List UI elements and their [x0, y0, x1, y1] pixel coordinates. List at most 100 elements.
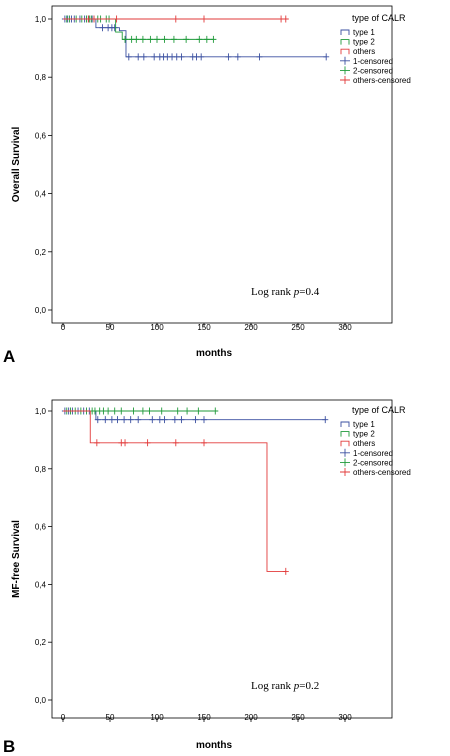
legend-title: type of CALR — [352, 405, 406, 415]
x-tick-label: 0 — [61, 323, 66, 332]
censor-mark-type-1 — [201, 416, 207, 424]
x-axis-label: months — [196, 348, 233, 359]
censor-mark-type-2 — [203, 35, 210, 43]
legend-step-icon — [340, 431, 350, 437]
legend-censor-icon — [340, 76, 350, 84]
x-tick-label: 150 — [197, 323, 211, 332]
x-tick-label: 200 — [244, 713, 258, 722]
panel-b: 0,0 0,2 0,4 0,6 0,8 1,0 0 50 100 150 200 250 300 mont… — [3, 399, 411, 756]
panel-a: 0,0 0,2 0,4 0,6 0,8 1,0 0 50 100 150 200 250 300 mont… — [3, 5, 411, 366]
censor-mark-type-1 — [121, 416, 128, 424]
censor-mark-type-1 — [178, 416, 185, 424]
x-tick-label: 50 — [106, 713, 115, 722]
censor-mark-type-2 — [170, 35, 177, 43]
legend-item: others-censored — [353, 76, 411, 85]
censor-mark-type-2 — [184, 407, 191, 415]
censor-mark-type-1 — [140, 53, 147, 61]
x-tick-label: 100 — [150, 713, 164, 722]
y-tick-label: 1,0 — [35, 407, 47, 416]
censor-mark-type-1 — [256, 53, 263, 61]
log-rank-annotation: Log rank p=0.2 — [251, 680, 319, 692]
censor-mark-type-2 — [130, 407, 137, 415]
survival-curve-type-1 — [63, 18, 327, 58]
censor-mark-type-1 — [102, 416, 109, 424]
legend-censor-icon — [340, 56, 350, 65]
censor-mark-type-2 — [183, 35, 190, 43]
y-tick-label: 0,2 — [35, 638, 47, 647]
censor-mark-type-1 — [125, 53, 132, 61]
y-tick-label: 0,6 — [35, 523, 47, 532]
censor-mark-others — [282, 15, 289, 23]
censor-mark-type-1 — [198, 53, 205, 61]
log-rank-prefix: Log rank — [251, 680, 294, 692]
legend-censor-icon — [340, 458, 350, 467]
legend-title: type of CALR — [352, 13, 406, 23]
censor-mark-others — [93, 439, 100, 447]
panel-label: A — [3, 347, 15, 366]
censor-mark-type-1 — [171, 416, 178, 424]
legend-censor-icon — [340, 448, 350, 457]
log-rank-p: p — [293, 286, 300, 298]
censor-mark-type-1 — [135, 53, 142, 61]
legend-item: type 2 — [353, 430, 375, 439]
x-tick-label: 0 — [61, 713, 66, 722]
censor-mark-others — [91, 15, 98, 23]
plot-frame — [51, 399, 393, 719]
x-tick-label: 50 — [106, 323, 115, 332]
plot-frame — [51, 5, 393, 324]
censor-mark-type-2 — [147, 35, 154, 43]
legend-item: type 1 — [353, 28, 375, 37]
censor-mark-type-2 — [139, 35, 146, 43]
log-rank-value: =0.2 — [299, 680, 319, 692]
censor-mark-type-1 — [99, 24, 106, 32]
censor-mark-type-2 — [133, 35, 140, 43]
censor-mark-type-2 — [195, 407, 202, 415]
y-tick-label: 0,6 — [35, 131, 47, 140]
y-tick-label: 0,0 — [35, 306, 47, 315]
panel-label: B — [3, 737, 15, 756]
legend-step-icon — [340, 440, 350, 447]
censor-mark-type-1 — [323, 53, 330, 61]
legend-step-icon — [340, 48, 350, 55]
censor-mark-type-1 — [192, 416, 199, 424]
censor-mark-type-1 — [149, 416, 156, 424]
censor-mark-type-2 — [158, 407, 165, 415]
censor-mark-type-2 — [122, 35, 129, 43]
y-tick-label: 0,8 — [35, 73, 47, 82]
censor-mark-type-1 — [111, 24, 118, 32]
x-axis-label: months — [196, 740, 233, 751]
censor-mark-others — [201, 15, 207, 23]
legend-item: type 1 — [353, 420, 375, 429]
y-axis-label: MF-free Survival — [11, 520, 22, 598]
y-axis-label: Overall Survival — [11, 126, 22, 202]
legend-step-icon — [340, 39, 350, 45]
y-tick-label: 0,4 — [35, 580, 47, 589]
legend-item: others-censored — [353, 468, 411, 477]
censor-mark-type-1 — [161, 416, 168, 424]
legend-censor-icon — [340, 468, 350, 476]
x-tick-label: 100 — [150, 323, 164, 332]
legend-step-icon — [340, 421, 350, 427]
censor-mark-type-1 — [114, 416, 121, 424]
censor-mark-others — [172, 439, 179, 447]
censor-mark-type-2 — [196, 35, 203, 43]
censor-mark-type-1 — [127, 416, 134, 424]
censor-mark-type-1 — [322, 416, 329, 424]
x-tick-label: 300 — [338, 713, 352, 722]
legend-item: type 2 — [353, 38, 375, 47]
censor-mark-type-2 — [154, 35, 160, 43]
censor-mark-type-1 — [151, 53, 158, 61]
censor-mark-others — [85, 15, 92, 23]
y-tick-label: 0,4 — [35, 190, 47, 199]
legend-item: 2-censored — [353, 458, 393, 467]
censor-mark-type-1 — [178, 53, 185, 61]
censor-mark-type-2 — [146, 407, 153, 415]
censor-mark-type-2 — [118, 407, 125, 415]
legend-item: others — [353, 439, 375, 448]
censor-mark-type-1 — [225, 53, 232, 61]
legend-item: 1-censored — [353, 449, 393, 458]
censor-mark-type-2 — [105, 407, 112, 415]
censor-mark-others — [122, 439, 129, 447]
y-tick-label: 0,8 — [35, 465, 47, 474]
